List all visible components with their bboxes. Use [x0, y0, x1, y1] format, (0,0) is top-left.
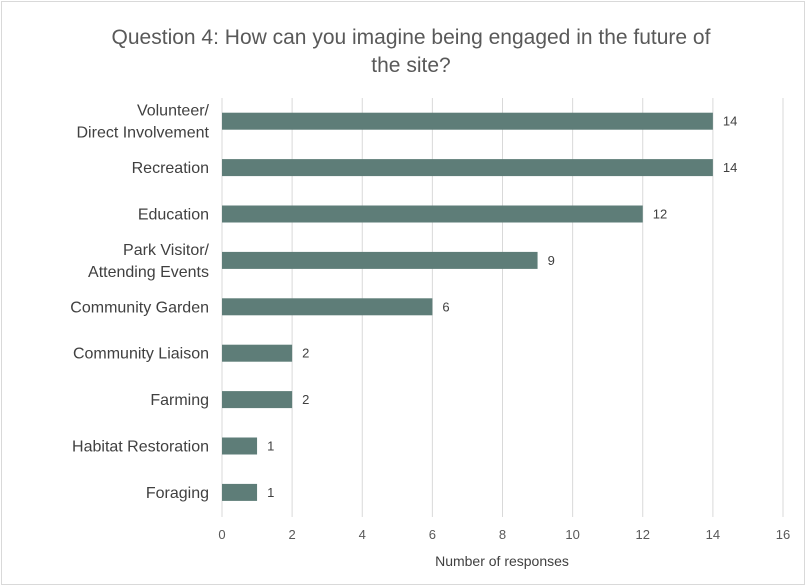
- bar: [222, 344, 293, 362]
- category-label: Foraging: [146, 485, 209, 502]
- data-label: 2: [302, 346, 309, 361]
- category-label: Community Garden: [70, 299, 209, 316]
- category-label: Park Visitor/: [123, 242, 210, 259]
- bars: [222, 112, 713, 501]
- x-tick-label: 6: [429, 527, 436, 542]
- x-tick-label: 14: [706, 527, 720, 542]
- x-tick-label: 10: [565, 527, 579, 542]
- x-tick-label: 16: [776, 527, 790, 542]
- bar: [222, 437, 258, 455]
- data-label: 1: [267, 439, 274, 454]
- data-label: 14: [723, 114, 737, 129]
- x-tick-label: 4: [359, 527, 366, 542]
- category-labels: Volunteer/Direct Involvement Recreation Ed…: [70, 103, 209, 502]
- x-tick-label: 12: [636, 527, 650, 542]
- data-label: 6: [442, 299, 449, 314]
- chart-title-line: the site?: [371, 54, 450, 77]
- data-label: 2: [302, 392, 309, 407]
- chart-title-line: Question 4: How can you imagine being en…: [112, 26, 711, 49]
- bar: [222, 205, 643, 223]
- x-tick-labels: 0 2 4 6 8 10 12 14 16: [218, 527, 790, 542]
- data-label: 1: [267, 485, 274, 500]
- data-label: 12: [653, 207, 667, 222]
- category-label: Recreation: [132, 160, 209, 177]
- category-label: Direct Involvement: [77, 125, 210, 142]
- category-label: Education: [138, 207, 209, 224]
- category-label: Farming: [150, 392, 209, 409]
- category-label: Volunteer/: [137, 103, 210, 120]
- category-label: Attending Events: [88, 264, 209, 281]
- bar: [222, 159, 713, 177]
- category-label: Community Liaison: [73, 346, 209, 363]
- bar: [222, 298, 433, 316]
- bar: [222, 112, 713, 130]
- x-tick-label: 2: [289, 527, 296, 542]
- data-label: 9: [548, 253, 555, 268]
- bar: [222, 251, 538, 269]
- bar: [222, 483, 258, 501]
- data-label: 14: [723, 160, 737, 175]
- x-tick-label: 8: [499, 527, 506, 542]
- category-label: Habitat Restoration: [72, 439, 209, 456]
- data-labels: 14 14 12 9 6 2 2 1 1: [267, 114, 737, 500]
- x-tick-label: 0: [218, 527, 225, 542]
- x-axis-title: Number of responses: [435, 553, 569, 569]
- bar: [222, 391, 293, 409]
- chart-title: Question 4: How can you imagine being en…: [112, 26, 711, 77]
